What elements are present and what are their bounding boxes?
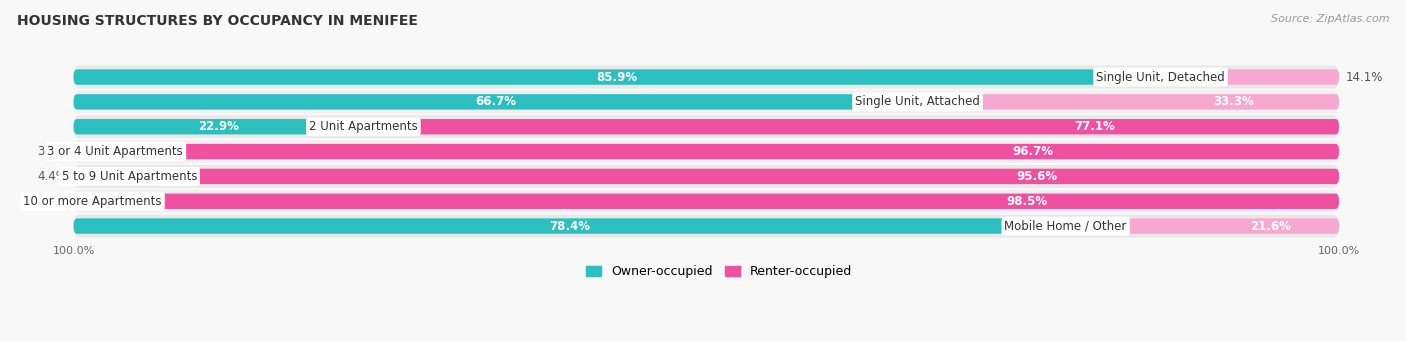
FancyBboxPatch shape: [73, 165, 1339, 188]
Text: 100.0%: 100.0%: [1317, 246, 1360, 256]
FancyBboxPatch shape: [73, 218, 1066, 234]
Text: 78.4%: 78.4%: [550, 220, 591, 233]
FancyBboxPatch shape: [73, 115, 1339, 138]
Text: 96.7%: 96.7%: [1012, 145, 1053, 158]
Text: 21.6%: 21.6%: [1250, 220, 1291, 233]
FancyBboxPatch shape: [73, 190, 1339, 213]
FancyBboxPatch shape: [73, 119, 363, 134]
FancyBboxPatch shape: [918, 94, 1339, 109]
Text: Single Unit, Detached: Single Unit, Detached: [1097, 71, 1225, 84]
Text: Single Unit, Attached: Single Unit, Attached: [855, 95, 980, 108]
FancyBboxPatch shape: [73, 65, 1339, 88]
Text: 95.6%: 95.6%: [1017, 170, 1057, 183]
Text: Mobile Home / Other: Mobile Home / Other: [1004, 220, 1126, 233]
FancyBboxPatch shape: [73, 169, 129, 184]
FancyBboxPatch shape: [1066, 218, 1339, 234]
Text: 14.1%: 14.1%: [1346, 71, 1382, 84]
FancyBboxPatch shape: [73, 215, 1339, 238]
FancyBboxPatch shape: [115, 144, 1339, 159]
Text: 3 or 4 Unit Apartments: 3 or 4 Unit Apartments: [48, 145, 183, 158]
FancyBboxPatch shape: [73, 69, 1160, 85]
FancyBboxPatch shape: [129, 169, 1339, 184]
FancyBboxPatch shape: [1160, 69, 1339, 85]
Legend: Owner-occupied, Renter-occupied: Owner-occupied, Renter-occupied: [581, 260, 858, 283]
Text: 77.1%: 77.1%: [1074, 120, 1115, 133]
Text: 22.9%: 22.9%: [198, 120, 239, 133]
Text: 85.9%: 85.9%: [596, 71, 638, 84]
Text: Source: ZipAtlas.com: Source: ZipAtlas.com: [1271, 14, 1389, 24]
FancyBboxPatch shape: [93, 194, 1339, 209]
Text: 98.5%: 98.5%: [1007, 195, 1047, 208]
Text: 10 or more Apartments: 10 or more Apartments: [24, 195, 162, 208]
FancyBboxPatch shape: [73, 194, 93, 209]
FancyBboxPatch shape: [363, 119, 1339, 134]
Text: 4.4%: 4.4%: [38, 170, 67, 183]
FancyBboxPatch shape: [73, 140, 1339, 163]
Text: 66.7%: 66.7%: [475, 95, 516, 108]
Text: HOUSING STRUCTURES BY OCCUPANCY IN MENIFEE: HOUSING STRUCTURES BY OCCUPANCY IN MENIF…: [17, 14, 418, 28]
FancyBboxPatch shape: [73, 144, 115, 159]
Text: 5 to 9 Unit Apartments: 5 to 9 Unit Apartments: [62, 170, 197, 183]
Text: 33.3%: 33.3%: [1213, 95, 1254, 108]
Text: 100.0%: 100.0%: [52, 246, 94, 256]
Text: 2 Unit Apartments: 2 Unit Apartments: [309, 120, 418, 133]
FancyBboxPatch shape: [73, 90, 1339, 113]
Text: 1.5%: 1.5%: [38, 195, 67, 208]
FancyBboxPatch shape: [73, 94, 918, 109]
Text: 3.3%: 3.3%: [38, 145, 67, 158]
